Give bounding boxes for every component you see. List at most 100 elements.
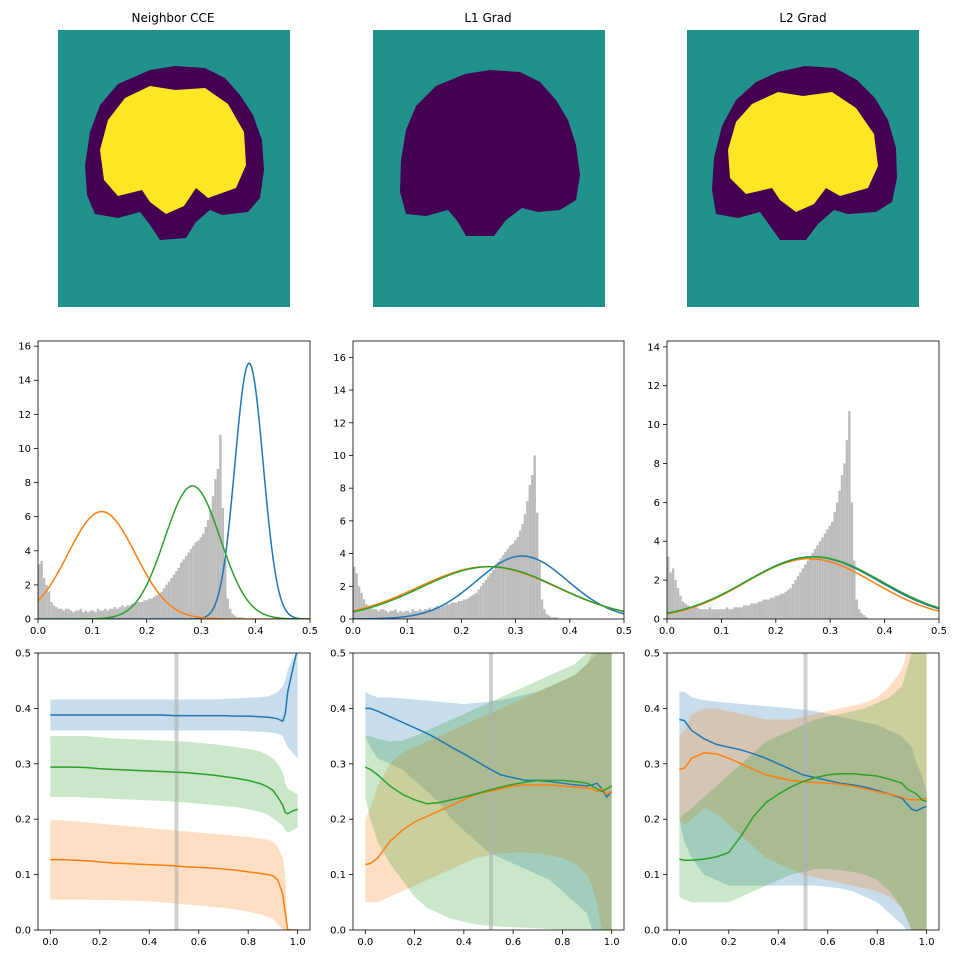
histogram-bar: [548, 615, 551, 619]
histogram-bar: [104, 608, 107, 619]
histogram-bar: [121, 605, 124, 619]
x-tick-label: 0.4: [248, 626, 264, 637]
axes-frame: [37, 340, 311, 620]
histogram-bar: [40, 561, 43, 619]
y-tick-label: 12: [647, 381, 660, 392]
histogram-bar: [784, 591, 787, 619]
x-tick-label: 0.0: [357, 937, 373, 948]
histogram-bar: [725, 607, 729, 619]
histogram-bar: [496, 561, 500, 619]
histogram-bar: [170, 578, 173, 619]
y-tick-label: 8: [25, 478, 31, 489]
histogram-bar: [79, 608, 83, 619]
y-tick-label: 6: [654, 498, 660, 509]
y-tick-label: 0.0: [330, 926, 346, 937]
histogram-bar: [728, 609, 731, 619]
histogram-bar: [816, 545, 819, 619]
histogram-bar: [50, 601, 53, 619]
plot-area: [50, 653, 298, 930]
axes-frame: [666, 652, 940, 931]
histogram-bar: [455, 602, 458, 619]
histogram-bar: [789, 587, 792, 619]
histogram-bar: [55, 607, 58, 619]
histogram-bar: [216, 468, 220, 619]
histogram-bar: [718, 609, 721, 619]
gaussian-curve-2: [353, 565, 624, 613]
histogram-bar: [113, 607, 117, 619]
histogram-bar: [353, 566, 356, 619]
histogram-bar: [737, 607, 741, 619]
histogram-bar: [47, 591, 51, 619]
histogram-bar: [162, 588, 166, 619]
histogram-bar: [52, 605, 56, 619]
histogram-bar: [101, 610, 105, 619]
histogram-bar: [552, 617, 556, 619]
x-tick-label: 0.8: [240, 937, 256, 948]
y-tick-label: 0: [25, 615, 31, 626]
histogram-bar: [779, 593, 783, 619]
y-tick-label: 6: [340, 516, 346, 527]
confidence-band-0: [679, 691, 927, 930]
histogram-bar: [482, 583, 485, 619]
x-tick-label: 0.1: [399, 626, 415, 637]
histogram-bar: [62, 610, 65, 619]
plot-area: [679, 653, 927, 930]
x-tick-label: 0.4: [877, 626, 893, 637]
trajectory-panel-neighbor-cce: 0.0 0.2 0.4 0.6 0.8 1.0 0.0 0.1 0.2 0.3 0.4 0.5: [15, 649, 311, 948]
histogram-bar: [155, 595, 158, 619]
histogram-bar: [42, 578, 46, 619]
histogram-bar: [172, 574, 176, 619]
histogram-bar: [538, 561, 541, 619]
histogram-bar: [228, 608, 232, 619]
histogram-bar: [833, 512, 836, 619]
histogram-bar: [457, 601, 461, 619]
histogram-bar: [184, 555, 188, 619]
segmentation-l2-grad: [687, 30, 919, 307]
histogram-bar: [394, 609, 397, 619]
x-tick-label: 0.3: [822, 626, 838, 637]
y-tick-label: 4: [340, 549, 346, 560]
histogram-bar: [703, 609, 707, 619]
histogram-bar: [509, 545, 512, 619]
histogram-bar: [826, 529, 829, 619]
gaussian-curve-0: [38, 362, 310, 619]
histogram-bar: [372, 609, 375, 619]
histogram-bar: [182, 559, 185, 619]
histogram-bar: [504, 551, 507, 619]
histogram-bar: [696, 607, 699, 619]
axes-frame: [666, 340, 940, 620]
mean-line-1: [50, 858, 298, 930]
y-tick-label: 14: [647, 342, 660, 353]
histogram-bar: [708, 607, 712, 619]
histogram-bar: [676, 587, 680, 619]
histogram-bar: [404, 610, 407, 619]
x-tick-label: 0.0: [671, 937, 687, 948]
histogram-bar: [401, 612, 405, 619]
histogram-bar: [135, 601, 139, 619]
y-tick-label: 0.3: [644, 759, 660, 770]
histogram-bar: [764, 599, 768, 619]
histogram-bar: [221, 508, 225, 619]
histogram-bar: [45, 584, 48, 619]
histogram-bar: [192, 545, 195, 619]
histogram-bar: [64, 608, 68, 619]
histogram-bar: [523, 514, 527, 619]
x-tick-label: 0.0: [659, 626, 675, 637]
histogram-bar: [99, 610, 102, 619]
histogram-bar: [521, 524, 524, 619]
histogram-bar: [450, 602, 453, 619]
histogram-bar: [86, 612, 90, 619]
histogram-bar: [674, 580, 677, 619]
mean-line-1: [365, 784, 613, 866]
histogram-bar: [747, 605, 751, 619]
x-tick-label: 0.0: [42, 937, 58, 948]
histogram-bar: [94, 612, 97, 619]
x-tick-label: 1.0: [604, 937, 620, 948]
histogram-bar: [838, 490, 841, 619]
histogram-bar: [723, 609, 726, 619]
histogram-bar: [392, 610, 395, 619]
histogram-bar: [470, 596, 473, 619]
histogram-bar: [550, 617, 553, 619]
y-tick-label: 2: [25, 580, 31, 591]
y-tick-label: 14: [18, 376, 31, 387]
